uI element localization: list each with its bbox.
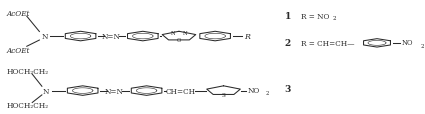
- Text: N=N: N=N: [105, 87, 124, 95]
- Text: R = NO: R = NO: [301, 13, 330, 20]
- Text: N: N: [41, 33, 48, 41]
- Text: R = CH=CH—: R = CH=CH—: [301, 40, 355, 47]
- Text: S: S: [221, 92, 226, 97]
- Text: 2: 2: [421, 43, 424, 48]
- Text: CH=CH: CH=CH: [166, 87, 196, 95]
- Text: NO: NO: [248, 86, 260, 94]
- Text: 2: 2: [266, 90, 269, 95]
- Text: AcOEt: AcOEt: [6, 46, 30, 54]
- Text: N: N: [182, 31, 187, 36]
- Text: AcOEt: AcOEt: [6, 10, 30, 18]
- Text: NO: NO: [402, 39, 413, 47]
- Text: 2: 2: [333, 16, 337, 21]
- Text: 3: 3: [284, 84, 291, 93]
- Text: O: O: [177, 38, 181, 43]
- Text: 1: 1: [284, 12, 291, 21]
- Text: 2: 2: [284, 39, 291, 48]
- Text: N=N: N=N: [102, 33, 121, 41]
- Text: N: N: [43, 87, 49, 95]
- Text: N: N: [171, 31, 176, 36]
- Text: R: R: [244, 33, 250, 41]
- Text: HOCH₂CH₂: HOCH₂CH₂: [6, 68, 49, 76]
- Text: HOCH₂CH₂: HOCH₂CH₂: [6, 101, 49, 109]
